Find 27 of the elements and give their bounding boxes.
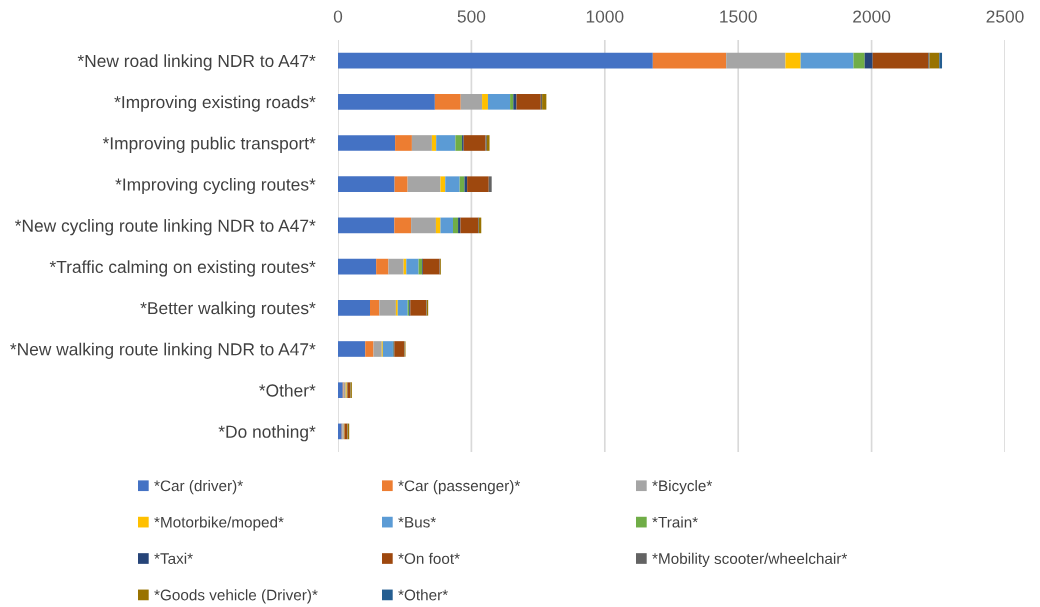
y-tick-label: *New road linking NDR to A47* [77, 54, 316, 71]
legend-label: *On foot* [398, 552, 460, 565]
x-tick-label: 1500 [720, 10, 757, 23]
y-tick-label: *New walking route linking NDR to A47* [10, 342, 316, 359]
y-tick-label: *Better walking routes* [140, 301, 316, 318]
y-tick-label: *Other* [259, 383, 316, 397]
legend-label: *Mobility scooter/wheelchair* [652, 552, 848, 568]
legend-label: *Car (passenger)* [398, 480, 521, 495]
legend-label: *Train* [652, 516, 698, 528]
x-tick-label: 0 [333, 10, 343, 23]
legend-label: *Bus* [398, 516, 437, 528]
y-tick-label: *Improving cycling routes* [115, 177, 316, 195]
y-tick-label: *Improving existing roads* [114, 95, 316, 112]
legend-label: *Car (driver)* [154, 480, 243, 495]
legend-label: *Goods vehicle (Driver)* [154, 589, 318, 604]
legend-label: *Taxi* [154, 552, 193, 565]
x-tick-label: 2500 [986, 10, 1024, 23]
x-tick-label: 500 [457, 10, 486, 23]
y-tick-label: *Traffic calming on existing routes* [49, 260, 316, 277]
y-tick-label: *Do nothing* [218, 425, 316, 442]
y-tick-label: *Improving public transport* [102, 136, 316, 153]
x-tick-label: 1000 [586, 10, 624, 23]
legend-label: *Other* [398, 589, 448, 601]
y-tick-label: *New cycling route linking NDR to A47* [15, 219, 316, 236]
x-tick-label: 2000 [853, 10, 891, 23]
legend-label: *Motorbike/moped* [154, 516, 284, 531]
legend-label: *Bicycle* [652, 480, 713, 495]
